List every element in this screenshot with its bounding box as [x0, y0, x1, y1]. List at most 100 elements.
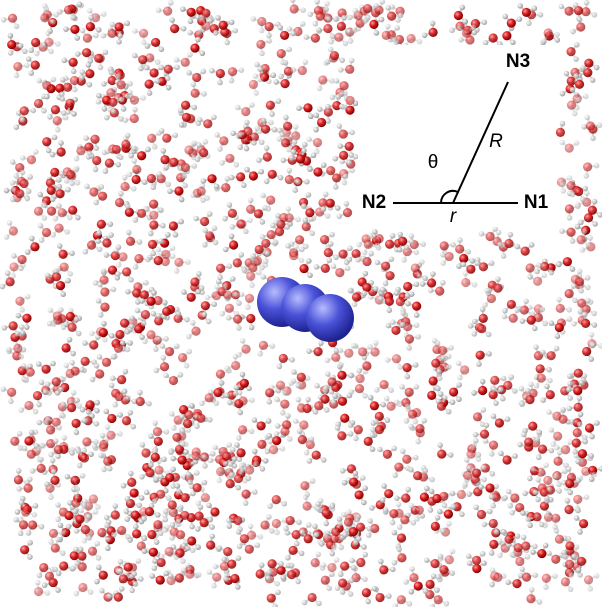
hydrogen-atom: [369, 446, 376, 453]
hydrogen-atom: [304, 178, 310, 185]
oxygen-atom: [479, 429, 490, 439]
hydrogen-atom: [409, 566, 415, 572]
oxygen-atom: [146, 330, 156, 340]
hydrogen-atom: [535, 496, 541, 503]
hydrogen-atom: [110, 108, 117, 115]
hydrogen-atom: [348, 577, 355, 584]
hydrogen-atom: [445, 408, 452, 415]
hydrogen-atom: [259, 219, 266, 225]
hydrogen-atom: [307, 11, 314, 18]
hydrogen-atom: [390, 566, 396, 573]
oxygen-atom: [564, 289, 574, 299]
hydrogen-atom: [109, 21, 116, 28]
oxygen-atom: [248, 171, 258, 181]
oxygen-atom: [137, 151, 147, 161]
hydrogen-atom: [593, 162, 600, 169]
hydrogen-atom: [59, 91, 65, 97]
hydrogen-atom: [482, 40, 489, 46]
hydrogen-atom: [576, 268, 583, 275]
oxygen-atom: [236, 448, 246, 458]
oxygen-atom: [407, 409, 418, 419]
hydrogen-atom: [421, 417, 428, 424]
hydrogen-atom: [92, 166, 99, 173]
hydrogen-atom: [169, 245, 176, 252]
hydrogen-atom: [554, 31, 560, 38]
hydrogen-atom: [217, 274, 223, 281]
hydrogen-atom: [60, 401, 67, 408]
oxygen-atom: [257, 439, 267, 449]
hydrogen-atom: [123, 508, 130, 515]
hydrogen-atom: [96, 246, 103, 253]
oxygen-atom: [113, 592, 123, 602]
hydrogen-atom: [554, 333, 561, 340]
hydrogen-atom: [226, 202, 233, 208]
oxygen-atom: [280, 399, 290, 409]
hydrogen-atom: [124, 132, 131, 139]
hydrogen-atom: [227, 399, 233, 406]
oxygen-atom: [107, 413, 117, 424]
hydrogen-atom: [185, 427, 192, 433]
oxygen-atom: [261, 238, 271, 249]
hydrogen-atom: [69, 180, 75, 187]
hydrogen-atom: [591, 322, 598, 328]
hydrogen-atom: [400, 310, 407, 316]
oxygen-atom: [576, 235, 586, 245]
hydrogen-atom: [101, 466, 107, 473]
oxygen-atom: [55, 281, 66, 291]
hydrogen-atom: [351, 342, 357, 349]
oxygen-atom: [87, 546, 98, 556]
hydrogen-atom: [113, 247, 120, 254]
hydrogen-atom: [569, 266, 576, 272]
hydrogen-atom: [60, 376, 67, 383]
hydrogen-atom: [112, 401, 119, 408]
hydrogen-atom: [598, 465, 602, 472]
oxygen-atom: [194, 511, 204, 521]
hydrogen-atom: [228, 174, 235, 181]
hydrogen-atom: [52, 566, 59, 573]
hydrogen-atom: [131, 571, 137, 577]
hydrogen-atom: [337, 347, 344, 354]
hydrogen-atom: [447, 452, 454, 458]
oxygen-atom: [82, 437, 92, 447]
hydrogen-atom: [329, 33, 336, 40]
oxygen-atom: [45, 425, 56, 435]
oxygen-atom: [17, 254, 27, 265]
hydrogen-atom: [194, 470, 200, 476]
hydrogen-atom: [320, 206, 327, 212]
oxygen-atom: [13, 475, 24, 485]
hydrogen-atom: [34, 579, 41, 586]
hydrogen-atom: [519, 318, 526, 324]
oxygen-atom: [117, 375, 127, 385]
oxygen-atom: [65, 169, 76, 180]
hydrogen-atom: [163, 164, 170, 171]
hydrogen-atom: [558, 3, 565, 10]
hydrogen-atom: [295, 578, 302, 585]
hydrogen-atom: [392, 603, 399, 607]
oxygen-atom: [426, 278, 437, 288]
hydrogen-atom: [131, 158, 138, 164]
oxygen-atom: [573, 402, 583, 412]
oxygen-atom: [336, 21, 346, 31]
oxygen-atom: [85, 69, 95, 79]
oxygen-atom: [327, 377, 337, 387]
oxygen-atom: [460, 365, 470, 375]
hydrogen-atom: [20, 363, 27, 369]
hydrogen-atom: [75, 448, 82, 455]
hydrogen-atom: [533, 344, 539, 350]
oxygen-atom: [345, 105, 355, 115]
hydrogen-atom: [476, 361, 482, 367]
oxygen-atom: [581, 466, 591, 476]
oxygen-atom: [576, 556, 587, 566]
hydrogen-atom: [341, 511, 347, 518]
oxygen-atom: [310, 33, 320, 43]
oxygen-atom: [51, 377, 61, 387]
hydrogen-atom: [534, 436, 541, 443]
oxygen-atom: [161, 249, 171, 259]
oxygen-atom: [230, 573, 240, 584]
hydrogen-atom: [568, 572, 574, 578]
hydrogen-atom: [349, 129, 355, 136]
hydrogen-atom: [269, 384, 275, 391]
oxygen-atom: [543, 475, 553, 485]
hydrogen-atom: [567, 380, 573, 387]
hydrogen-atom: [214, 283, 220, 290]
